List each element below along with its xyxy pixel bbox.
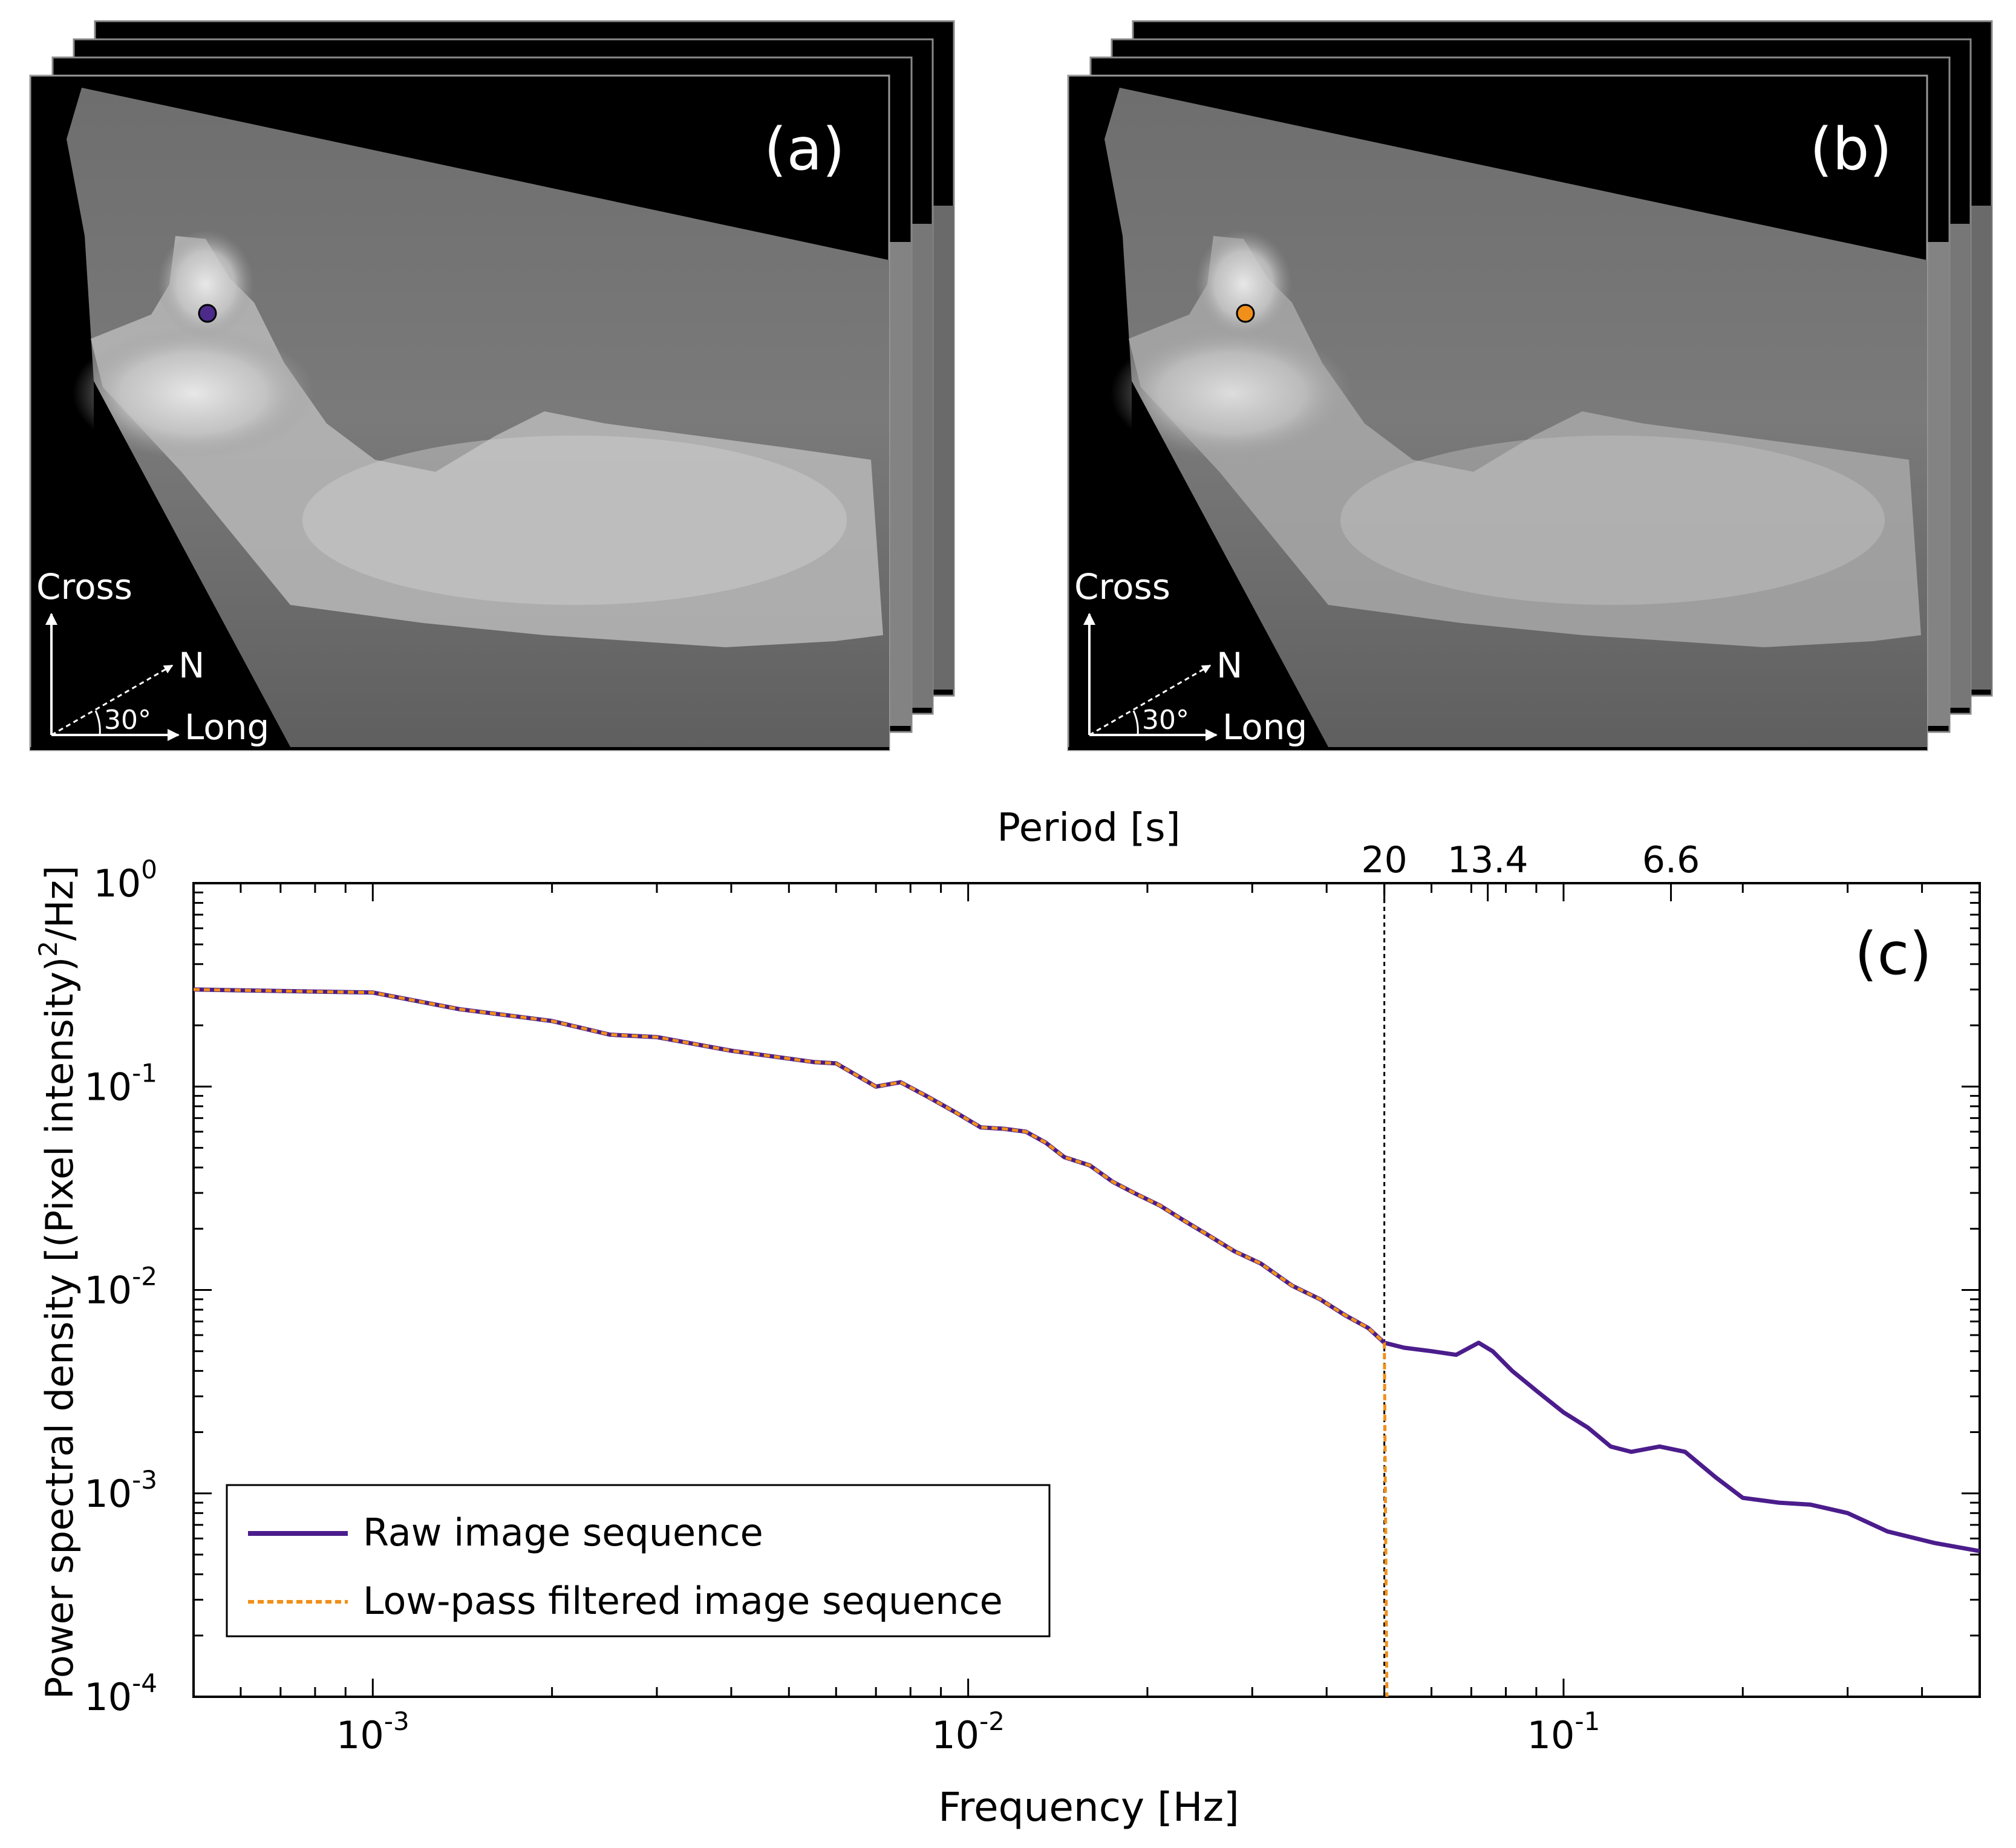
y-tick-label: 10-4 <box>84 1668 157 1719</box>
compass-b-cross: Cross <box>1074 566 1170 607</box>
compass-a-cross: Cross <box>36 566 132 607</box>
compass-a-north: N <box>178 645 204 686</box>
y-tick-label: 100 <box>93 855 157 906</box>
compass-a-angle: 30° <box>104 705 151 736</box>
compass-a: Cross N 30° Long <box>36 566 269 748</box>
chart-panel-label: (c) <box>1855 920 1932 988</box>
panel-a-label: (a) <box>764 116 845 183</box>
y-tick-label-base: 10 <box>93 861 141 906</box>
y-tick-label-base: 10 <box>84 1268 132 1313</box>
panel-a-marker <box>198 304 217 323</box>
compass-b-angle: 30° <box>1142 705 1189 736</box>
y-axis-label-sup: 2 <box>33 941 63 957</box>
x-tick-label-base: 10 <box>931 1713 979 1757</box>
y-tick-label-base: 10 <box>84 1675 132 1719</box>
legend: Raw image sequence Low-pass filtered ima… <box>226 1484 1051 1637</box>
compass-b: Cross N 30° Long <box>1074 566 1307 748</box>
y-tick-label-exp: -2 <box>132 1262 157 1291</box>
x-tick-label-base: 10 <box>1527 1713 1575 1757</box>
panel-b-marker <box>1236 304 1255 323</box>
panel-a: (a) Cross N 30° Long <box>29 20 955 751</box>
y-axis-label-tail: /Hz] <box>38 866 82 941</box>
top-tick-label: 13.4 <box>1447 839 1528 881</box>
top-axis-title: Period [s] <box>997 806 1180 851</box>
y-tick-label-exp: -1 <box>132 1058 157 1088</box>
panel-b-label: (b) <box>1810 116 1892 183</box>
panel-b: (b) Cross N 30° Long <box>1067 20 1993 751</box>
x-tick-label-exp: -3 <box>384 1706 409 1736</box>
y-tick-label-exp: -3 <box>132 1465 157 1495</box>
series-filtered-line <box>193 988 1389 1697</box>
x-tick-label-exp: -2 <box>979 1706 1005 1736</box>
y-tick-label: 10-3 <box>84 1465 157 1516</box>
top-tick-label: 6.6 <box>1642 839 1700 881</box>
x-tick-label: 10-2 <box>931 1706 1005 1757</box>
legend-label-filtered: Low-pass filtered image sequence <box>363 1579 1003 1623</box>
y-tick-label-exp: -4 <box>132 1668 157 1698</box>
x-tick-label-base: 10 <box>336 1713 384 1757</box>
y-tick-label: 10-2 <box>84 1262 157 1313</box>
y-tick-label-base: 10 <box>84 1472 132 1516</box>
legend-label-raw: Raw image sequence <box>363 1510 763 1555</box>
y-tick-label: 10-1 <box>84 1058 157 1109</box>
y-axis-label-main: Power spectral density [(Pixel intensity… <box>38 957 82 1699</box>
x-tick-label: 10-3 <box>336 1706 409 1757</box>
top-tick-label: 20 <box>1361 839 1407 881</box>
front-image-b <box>1067 74 1928 751</box>
top-ticks: 20 13.4 6.6 <box>1361 839 1700 901</box>
x-ticks: 10-3 10-2 10-1 <box>192 883 1981 1757</box>
series-layer <box>193 987 1980 1697</box>
compass-b-long: Long <box>1222 707 1307 748</box>
legend-box <box>226 1484 1051 1637</box>
y-tick-label-exp: 0 <box>141 855 157 884</box>
x-axis-label: Frequency [Hz] <box>938 1784 1239 1830</box>
compass-b-north: N <box>1216 645 1242 686</box>
front-image-a <box>29 74 890 751</box>
x-tick-label: 10-1 <box>1527 1706 1600 1757</box>
compass-a-long: Long <box>184 707 269 748</box>
x-tick-label-exp: -1 <box>1574 1706 1600 1736</box>
y-axis-label: Power spectral density [(Pixel intensity… <box>33 866 82 1699</box>
y-tick-label-base: 10 <box>84 1065 132 1109</box>
